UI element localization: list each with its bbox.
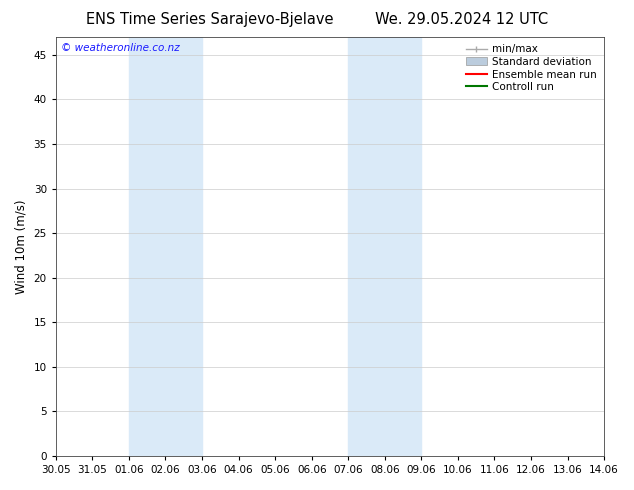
Legend: min/max, Standard deviation, Ensemble mean run, Controll run: min/max, Standard deviation, Ensemble me… bbox=[464, 42, 599, 94]
Y-axis label: Wind 10m (m/s): Wind 10m (m/s) bbox=[15, 199, 28, 294]
Bar bbox=[129, 37, 202, 456]
Text: © weatheronline.co.nz: © weatheronline.co.nz bbox=[61, 43, 180, 53]
Bar bbox=[348, 37, 422, 456]
Text: ENS Time Series Sarajevo-Bjelave         We. 29.05.2024 12 UTC: ENS Time Series Sarajevo-Bjelave We. 29.… bbox=[86, 12, 548, 27]
